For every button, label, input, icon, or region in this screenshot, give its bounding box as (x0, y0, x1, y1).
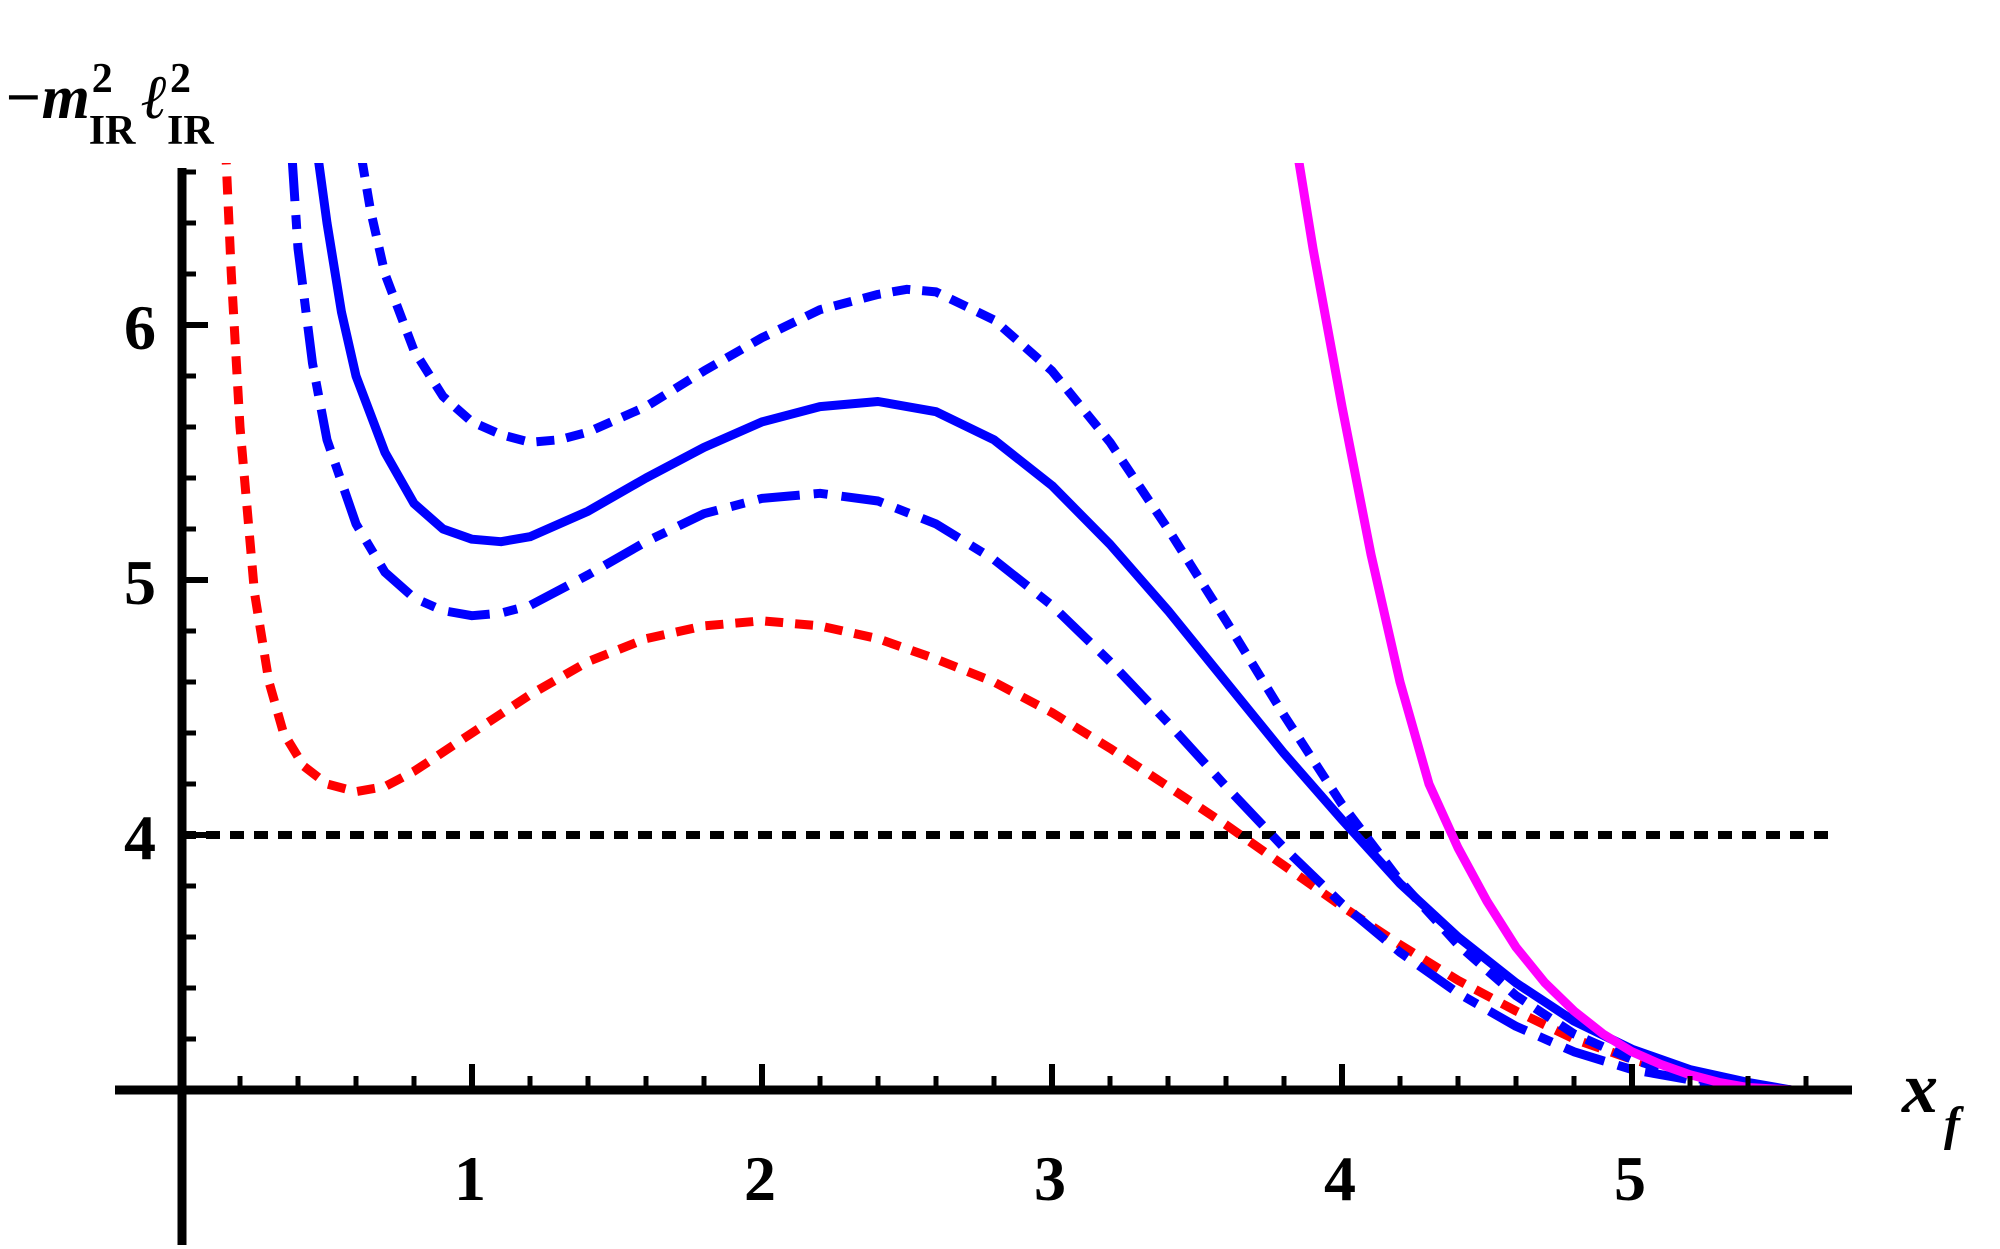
y-tick-label: 4 (124, 802, 156, 873)
series-line-2 (287, 163, 1792, 1092)
series-line-5 (1294, 163, 1792, 1092)
x-tick-label: 2 (744, 1143, 776, 1214)
series-layer (221, 163, 1793, 1092)
y-tick-label: 6 (124, 292, 156, 363)
x-tick-label: 3 (1034, 1143, 1066, 1214)
x-tick-label: 5 (1614, 1143, 1646, 1214)
series-line-1 (221, 163, 1793, 1092)
tick-labels-layer: 1 2 3 4 5 4 5 6 (124, 292, 1646, 1214)
series-line-3 (314, 163, 1793, 1092)
x-tick-label: 4 (1324, 1143, 1356, 1214)
y-tick-label: 5 (124, 547, 156, 618)
y-axis-label: −m2 IRℓ2 IR (4, 56, 214, 154)
axes-layer (115, 168, 1852, 1245)
x-tick-label: 1 (454, 1143, 486, 1214)
